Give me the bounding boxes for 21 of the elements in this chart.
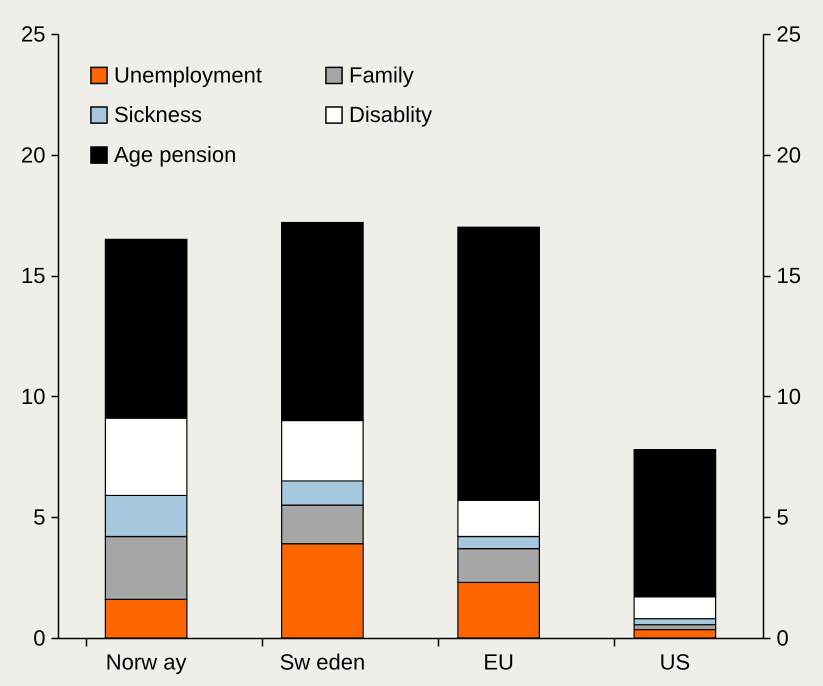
legend-label: Unemployment: [114, 62, 262, 88]
y-tick-label: 25: [21, 22, 46, 46]
x-tick-label: Sw eden: [280, 650, 366, 674]
legend-label: Disablity: [349, 102, 432, 127]
y-tick-label: 5: [33, 504, 46, 530]
y-tick-label: 15: [21, 263, 46, 288]
legend-label: Age pension: [114, 142, 236, 167]
x-tick-label: US: [660, 650, 690, 674]
x-tick-label: EU: [483, 650, 514, 674]
legend-label: Family: [349, 62, 414, 88]
y2-tick-label: 20: [776, 142, 801, 168]
y2-tick-label: 25: [776, 22, 801, 46]
y2-tick-label: 15: [776, 263, 801, 288]
y2-tick-label: 5: [776, 504, 789, 530]
y-tick-label: 10: [21, 384, 46, 409]
y2-tick-label: 0: [776, 626, 789, 650]
x-tick-label: Norw ay: [106, 650, 186, 674]
y-tick-label: 20: [21, 142, 46, 168]
y2-tick-label: 10: [776, 384, 801, 409]
y-tick-label: 0: [33, 626, 46, 650]
legend-label: Sickness: [114, 102, 202, 127]
